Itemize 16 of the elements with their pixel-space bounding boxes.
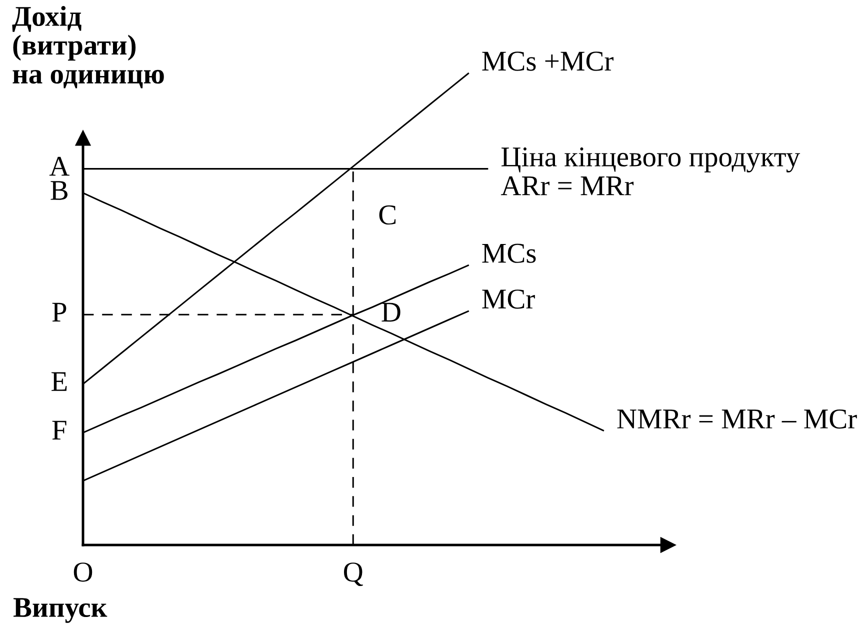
x-tick-label: Q (344, 562, 363, 586)
annotation: A (49, 156, 70, 176)
annotation: E (52, 372, 67, 391)
annotation: D (382, 302, 400, 322)
series-label: MCs (482, 244, 536, 263)
annotation: F (52, 420, 66, 440)
series-label: NMRr = MRr – MCr (617, 409, 857, 429)
y-axis-title: Дохід (витрати) на одиницю (12, 6, 164, 88)
series-label: MCs +MCr (482, 52, 614, 71)
annotation: C (379, 205, 396, 225)
series-label: Ціна кінцевого продукту ARr = MRr (500, 147, 800, 196)
x-tick-label: O (74, 562, 92, 582)
series-label: MCr (482, 290, 535, 309)
x-axis-title: Випуск (13, 598, 108, 623)
annotation: B (50, 181, 68, 200)
annotation: P (52, 302, 66, 322)
